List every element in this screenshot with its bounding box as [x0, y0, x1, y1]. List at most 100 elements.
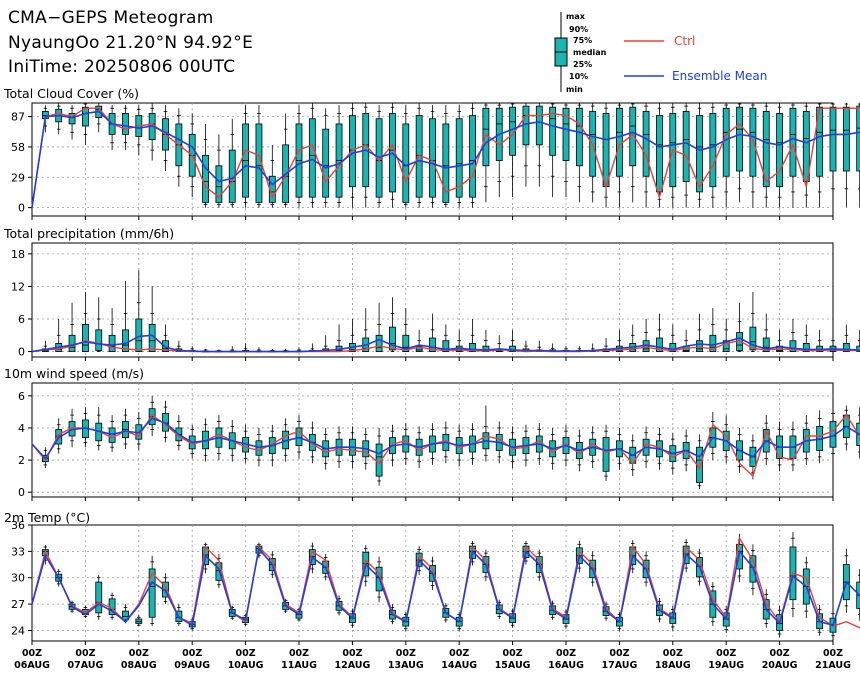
iqr-box: [696, 340, 703, 352]
ensemble-box: [402, 105, 410, 208]
iqr-box: [95, 329, 103, 351]
ensemble-box: [482, 405, 490, 462]
iqr-box: [509, 345, 517, 352]
iqr-box: [442, 340, 450, 352]
ensemble-box: [749, 103, 757, 208]
panel-precip: 0 6 12 18: [11, 242, 860, 361]
iqr-box: [308, 118, 316, 198]
panel-title-temp: 2m Temp (°C): [4, 510, 91, 525]
x-tick-hour: 00Z: [556, 648, 576, 659]
x-tick-date: 18AUG: [655, 660, 691, 671]
y-tick-label: 24: [11, 624, 25, 637]
ensemble-box: [429, 105, 436, 208]
iqr-box: [122, 113, 129, 135]
ensemble-box: [415, 329, 423, 352]
legend: max 90% 75% median 25% 10% min Ctrl Ense…: [554, 12, 767, 94]
ensemble-box: [375, 302, 383, 352]
iqr-box: [762, 110, 770, 188]
iqr-box: [148, 568, 156, 618]
iqr-box: [829, 106, 837, 172]
iqr-box: [696, 115, 703, 193]
ctrl-line: [31, 339, 860, 353]
x-tick-date: 15AUG: [495, 660, 531, 671]
y-tick-label: 87: [11, 111, 25, 124]
legend-boxplot-key: [554, 12, 568, 92]
iqr-box: [202, 154, 209, 203]
ensemble-box: [202, 123, 209, 208]
x-tick-date: 20AUG: [762, 660, 798, 671]
iqr-box: [415, 345, 423, 352]
x-tick-date: 12AUG: [335, 660, 371, 671]
x-tick-hour: 00Z: [289, 648, 309, 659]
iqr-box: [68, 334, 76, 352]
ensemble-box: [696, 103, 703, 208]
ensemble-box: [482, 103, 490, 203]
y-tick-label: 4: [18, 422, 25, 435]
init-time-label: IniTime: 20250806 00UTC: [8, 57, 236, 77]
panel-title-cloud: Total Cloud Cover (%): [4, 86, 140, 101]
ensemble-box: [736, 103, 743, 203]
iqr-box: [469, 343, 476, 352]
panel-cloud: 0 29 58 87: [11, 102, 860, 220]
ensemble-box: [95, 102, 103, 133]
ensemble-box: [762, 103, 770, 208]
iqr-box: [562, 107, 570, 161]
ensemble-box: [335, 105, 343, 208]
iqr-box: [642, 110, 650, 177]
ensemble-box: [122, 105, 129, 151]
ensemble-box: [696, 313, 703, 352]
ensemble-box: [722, 319, 730, 352]
iqr-box: [616, 107, 623, 177]
ensemble-box: [82, 407, 89, 448]
ensemble-box: [669, 324, 677, 352]
ensemble-box: [215, 134, 223, 208]
x-tick-date: 06AUG: [14, 660, 50, 671]
ensemble-box: [802, 103, 810, 208]
iqr-box: [669, 343, 677, 352]
iqr-box: [68, 113, 76, 125]
legend-key-90: 90%: [569, 25, 588, 34]
ensemble-box: [55, 103, 63, 135]
y-tick-label: 12: [11, 280, 25, 293]
ensemble-box: [122, 281, 129, 352]
legend-key-75: 75%: [573, 36, 592, 45]
ensemble-box: [175, 604, 183, 627]
iqr-box: [762, 337, 770, 352]
ensemble-box: [135, 105, 143, 156]
x-tick-hour: 00Z: [396, 648, 416, 659]
ensemble-box: [162, 105, 169, 172]
ensemble-box: [322, 335, 330, 352]
y-tick-label: 0: [18, 486, 25, 499]
ensemble-box: [842, 548, 850, 613]
y-tick-label: 36: [11, 519, 25, 532]
x-tick-date: 21AUG: [815, 660, 851, 671]
y-tick-label: 2: [18, 454, 25, 467]
iqr-box: [442, 123, 450, 203]
iqr-box: [322, 128, 330, 198]
y-tick-label: 0: [18, 346, 25, 359]
ensemble-box: [509, 103, 517, 198]
iqr-box: [789, 340, 797, 352]
y-tick-label: 33: [11, 545, 25, 558]
iqr-box: [602, 113, 610, 188]
ensemble-box: [295, 105, 303, 208]
iqr-box: [215, 165, 223, 203]
ensemble-box: [549, 103, 557, 198]
ensemble-box: [362, 103, 370, 208]
ensemble-box: [722, 103, 730, 208]
x-tick-hour: 00Z: [449, 648, 469, 659]
iqr-box: [255, 440, 263, 456]
iqr-box: [749, 107, 757, 177]
ensemble-box: [68, 105, 76, 140]
iqr-box: [656, 337, 663, 352]
x-tick-date: 07AUG: [68, 660, 104, 671]
iqr-box: [656, 115, 663, 193]
panel-frame: [31, 524, 834, 642]
ensemble-box: [749, 291, 757, 352]
ensemble-box: [135, 270, 143, 352]
y-tick-label: 18: [11, 248, 25, 261]
legend-key-10: 10%: [569, 72, 588, 81]
x-tick-date: 10AUG: [228, 660, 264, 671]
legend-key-25: 25%: [573, 60, 592, 69]
ensemble-box: [402, 308, 410, 352]
